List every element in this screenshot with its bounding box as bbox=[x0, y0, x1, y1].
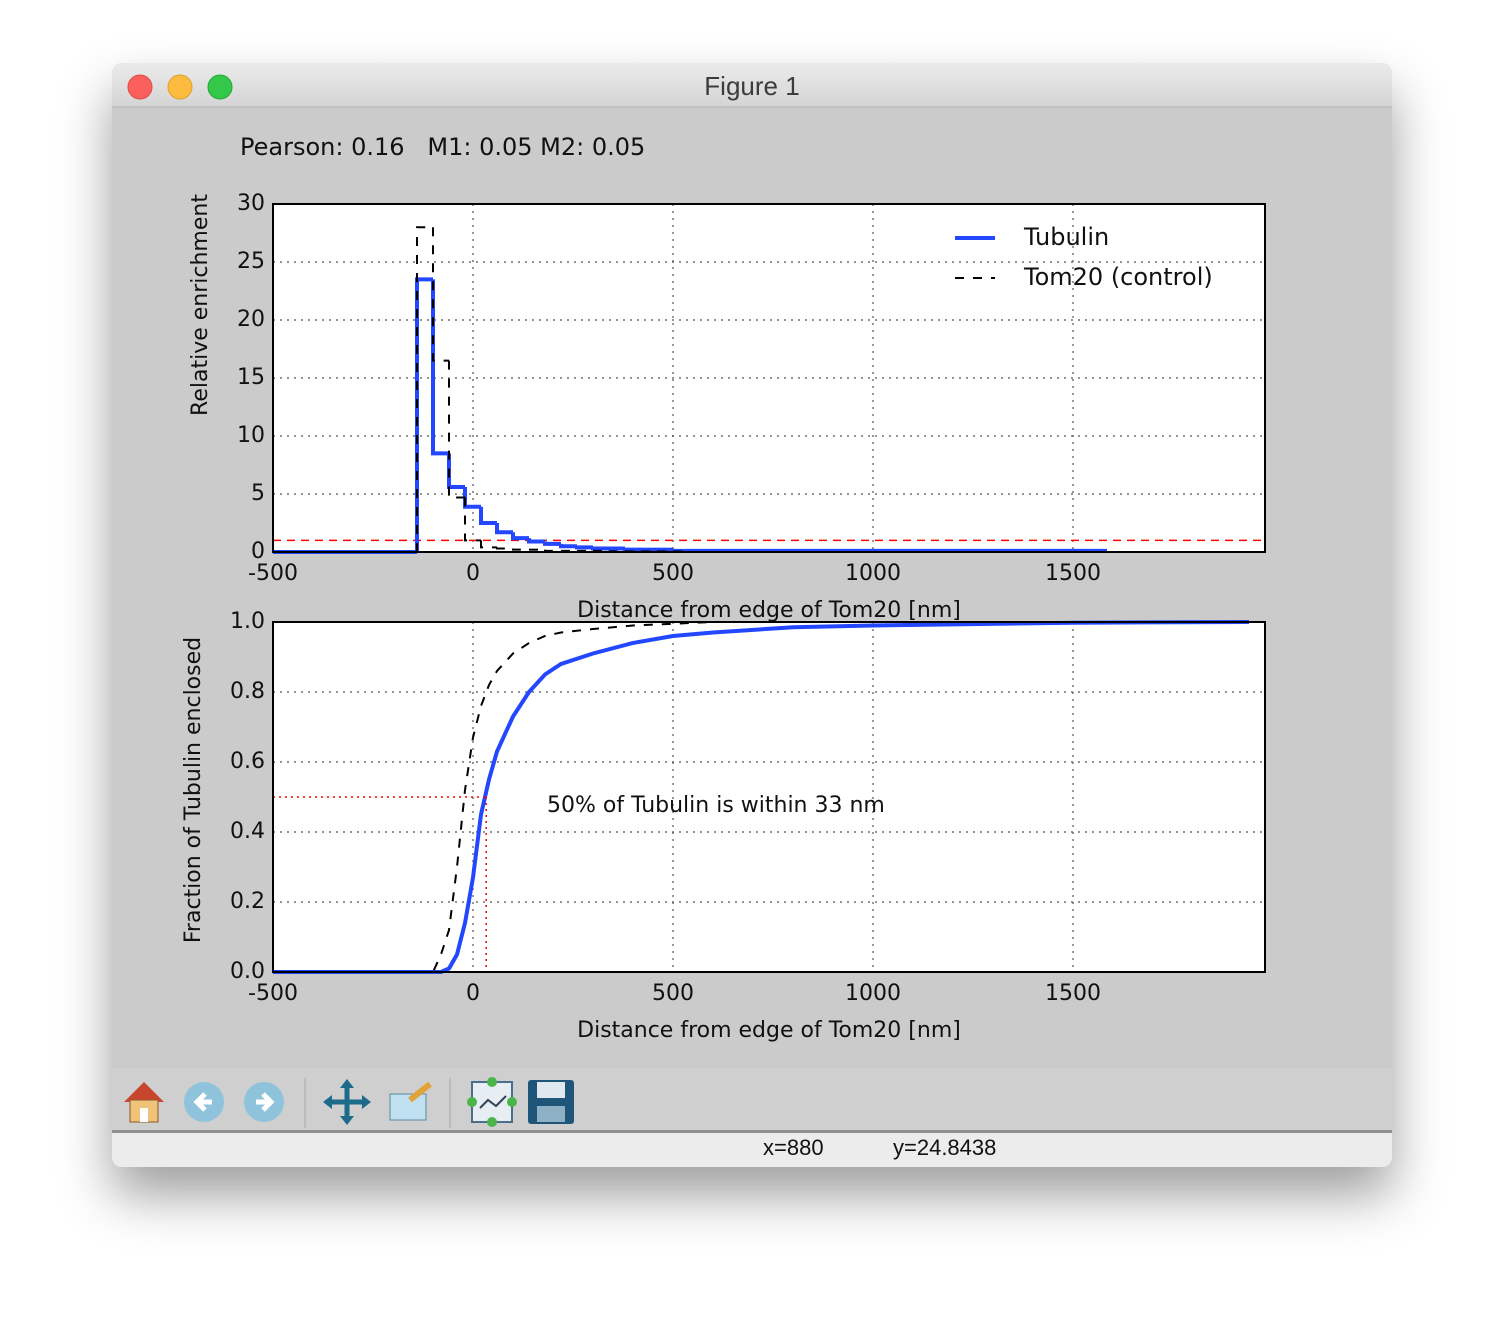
status-y: y=24.8438 bbox=[893, 1135, 996, 1160]
chart: -500 0 500 1000 1500 0.0 0.2 0.4 0.6 0.8 1.0 Distan… bbox=[181, 609, 1266, 1043]
histogram-step bbox=[575, 545, 593, 550]
toolbar bbox=[112, 1068, 1392, 1130]
y-tick-label: 5 bbox=[251, 481, 265, 506]
x-tick-label: 500 bbox=[652, 561, 694, 586]
histogram-step bbox=[512, 548, 529, 551]
y-tick-label: 30 bbox=[237, 191, 265, 216]
zoom-button[interactable] bbox=[207, 74, 233, 100]
y-tick-label: 0.0 bbox=[230, 959, 265, 984]
close-button[interactable] bbox=[127, 74, 153, 100]
x-tick-label: 1000 bbox=[845, 561, 901, 586]
line-series bbox=[273, 620, 1250, 974]
histogram-step bbox=[527, 538, 545, 544]
title-bar bbox=[112, 63, 1392, 107]
save-button[interactable] bbox=[528, 1080, 574, 1124]
status-bar bbox=[112, 1133, 1392, 1167]
y-axis-label: Fraction of Tubulin enclosed bbox=[181, 637, 206, 943]
y-tick-label: 0 bbox=[251, 539, 265, 564]
y-axis-label: Relative enrichment bbox=[188, 194, 213, 416]
histogram-step bbox=[511, 532, 529, 541]
y-tick-label: 25 bbox=[237, 249, 265, 274]
y-tick-label: 10 bbox=[237, 423, 265, 448]
x-tick-label: 500 bbox=[652, 981, 694, 1006]
figure-text: Pearson: 0.16 M1: 0.05 M2: 0.05 bbox=[240, 133, 645, 161]
histogram-step bbox=[591, 546, 609, 551]
minimize-button[interactable] bbox=[167, 74, 193, 100]
y-tick-label: 0.8 bbox=[230, 679, 265, 704]
window-title: Figure 1 bbox=[704, 71, 799, 101]
histogram-step bbox=[479, 506, 497, 525]
y-tick-label: 0.4 bbox=[230, 819, 265, 844]
plot-area bbox=[273, 622, 1265, 972]
y-tick-label: 15 bbox=[237, 365, 265, 390]
home-button[interactable] bbox=[124, 1082, 164, 1123]
histogram-step bbox=[496, 547, 513, 550]
x-tick-label: 0 bbox=[466, 981, 480, 1006]
zoom-rect-button[interactable] bbox=[389, 1081, 432, 1121]
legend-label: Tubulin bbox=[1023, 223, 1109, 251]
x-tick-label: 1500 bbox=[1045, 561, 1101, 586]
pan-button[interactable] bbox=[323, 1079, 371, 1125]
histogram-step bbox=[464, 497, 481, 542]
back-button[interactable] bbox=[184, 1082, 224, 1122]
forward-button[interactable] bbox=[244, 1082, 284, 1122]
y-tick-label: 1.0 bbox=[230, 609, 265, 634]
x-tick-label: 1000 bbox=[845, 981, 901, 1006]
axes-frame bbox=[272, 621, 1266, 973]
window-body bbox=[112, 63, 1392, 1167]
x-tick-label: -500 bbox=[248, 561, 298, 586]
y-tick-label: 0.2 bbox=[230, 889, 265, 914]
histogram-step bbox=[495, 523, 513, 535]
histogram-step bbox=[448, 360, 465, 499]
histogram-step bbox=[543, 541, 561, 546]
legend-label: Tom20 (control) bbox=[1023, 263, 1213, 291]
y-tick-label: 20 bbox=[237, 307, 265, 332]
x-tick-label: 1500 bbox=[1045, 981, 1101, 1006]
status-x: x=880 bbox=[763, 1135, 824, 1160]
annotation: 50% of Tubulin is within 33 nm bbox=[547, 793, 885, 818]
subplots-button[interactable] bbox=[467, 1077, 517, 1127]
histogram-step bbox=[559, 543, 577, 549]
x-tick-label: -500 bbox=[248, 981, 298, 1006]
histogram-step bbox=[544, 549, 561, 552]
histogram-step bbox=[623, 547, 641, 552]
histogram-step bbox=[480, 540, 497, 549]
x-axis-label: Distance from edge of Tom20 [nm] bbox=[577, 598, 961, 623]
histogram-step bbox=[432, 227, 449, 362]
x-tick-label: 0 bbox=[466, 561, 480, 586]
histogram-step bbox=[463, 487, 481, 509]
y-tick-label: 0.6 bbox=[230, 749, 265, 774]
x-axis-label: Distance from edge of Tom20 [nm] bbox=[577, 1018, 961, 1043]
histogram-step bbox=[416, 226, 433, 552]
axes-frame bbox=[272, 203, 1266, 553]
toolbar-border bbox=[112, 1130, 1392, 1133]
